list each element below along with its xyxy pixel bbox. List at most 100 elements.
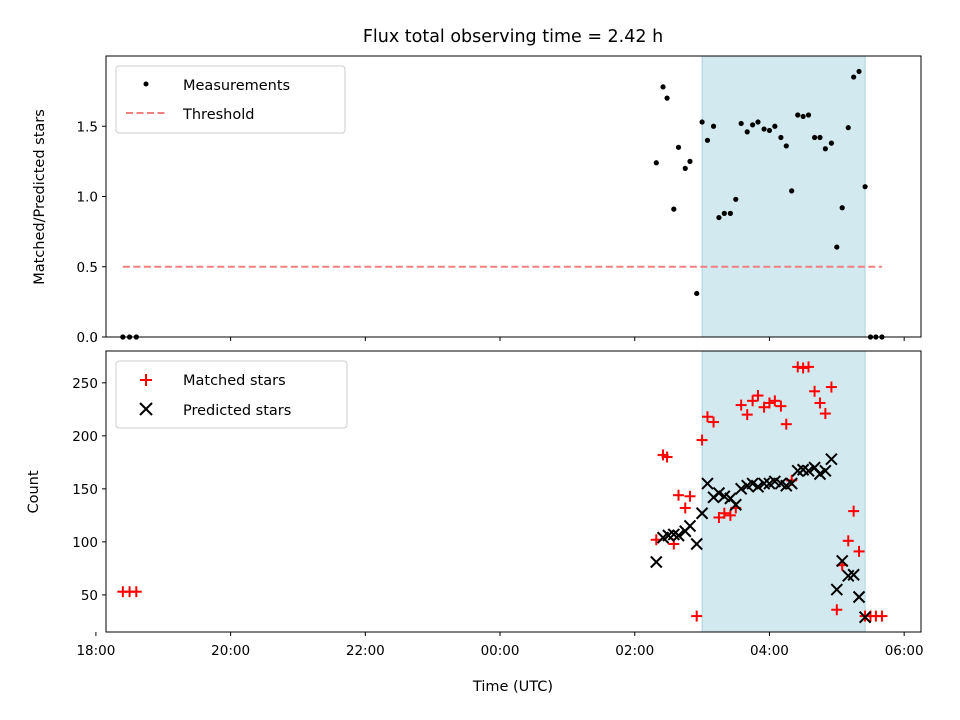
matched-star-point xyxy=(819,408,831,420)
bottom-y-axis-label: Count xyxy=(26,470,42,513)
legend-predicted-label: Predicted stars xyxy=(183,403,291,419)
measurement-point xyxy=(755,119,761,125)
top-x-ticks xyxy=(95,337,905,341)
panel-top: 0.0 0.5 1.0 1.5 Flux total observing time =… xyxy=(32,27,922,346)
x-tick-label: 18:00 xyxy=(76,643,115,659)
measurement-points xyxy=(120,68,885,340)
predicted-star-point xyxy=(683,519,697,533)
matched-star-point xyxy=(848,505,860,517)
matched-star-point xyxy=(763,397,775,409)
top-legend: Measurements Threshold xyxy=(115,65,346,134)
matched-star-point xyxy=(673,489,685,501)
matched-star-point xyxy=(724,509,736,521)
measurement-point xyxy=(664,95,670,101)
bottom-x-ticks: 18:00 20:00 22:00 00:00 02:00 04:00 06:00 xyxy=(76,632,924,659)
matched-star-point xyxy=(130,586,142,598)
predicted-star-point xyxy=(757,477,771,490)
matched-star-point xyxy=(853,545,865,557)
legend-matched-label: Matched stars xyxy=(183,373,286,389)
matched-star-point xyxy=(701,411,713,423)
y-tick-label: 100 xyxy=(72,535,98,551)
y-tick-label: 1.0 xyxy=(77,190,98,206)
chart-title: Flux total observing time = 2.42 h xyxy=(363,27,663,47)
legend-measurements-marker xyxy=(143,81,149,87)
y-tick-label: 50 xyxy=(81,588,98,604)
measurement-point xyxy=(845,125,851,131)
x-tick-label: 04:00 xyxy=(750,643,789,659)
matched-stars-points xyxy=(117,361,888,622)
matched-star-point xyxy=(718,507,730,519)
predicted-star-point xyxy=(819,464,832,478)
predicted-stars-points xyxy=(650,452,872,624)
matched-star-point xyxy=(831,604,843,616)
predicted-star-point xyxy=(830,583,844,596)
predicted-star-point xyxy=(672,529,685,542)
matched-star-point xyxy=(792,361,804,373)
measurement-point xyxy=(744,129,750,135)
y-tick-label: 150 xyxy=(72,482,98,498)
legend-matched-marker xyxy=(140,374,152,386)
matched-star-point xyxy=(747,395,759,407)
predicted-star-point xyxy=(650,555,663,569)
measurement-point xyxy=(738,120,744,127)
matched-star-point xyxy=(780,418,792,430)
matched-star-point xyxy=(708,416,720,428)
measurement-point xyxy=(834,244,840,250)
predicted-star-point xyxy=(852,590,866,604)
measurement-point xyxy=(682,165,688,171)
y-tick-label: 0.0 xyxy=(77,330,98,346)
matched-star-point xyxy=(769,395,781,407)
bottom-y-ticks: 50 100 150 200 250 xyxy=(72,376,106,604)
predicted-star-point xyxy=(785,477,798,490)
measurement-point xyxy=(828,140,835,146)
measurement-point xyxy=(839,205,845,211)
matched-star-point xyxy=(741,409,753,421)
x-tick-label: 02:00 xyxy=(615,643,654,659)
measurement-point xyxy=(822,146,828,152)
measurement-point xyxy=(671,206,677,212)
measurement-point xyxy=(660,84,666,90)
measurement-point xyxy=(750,122,756,128)
matched-star-point xyxy=(797,362,809,374)
predicted-star-point xyxy=(751,480,765,493)
legend-measurements-label: Measurements xyxy=(183,78,290,94)
matched-star-point xyxy=(752,390,764,402)
measurement-point xyxy=(800,113,806,120)
matched-star-point xyxy=(803,361,815,373)
measurement-point xyxy=(811,134,818,141)
x-tick-label: 22:00 xyxy=(346,643,385,659)
y-tick-label: 250 xyxy=(72,376,98,392)
measurement-point xyxy=(856,68,862,75)
matched-star-point xyxy=(691,610,703,622)
y-tick-label: 0.5 xyxy=(77,260,98,276)
measurement-point xyxy=(675,144,682,150)
y-tick-label: 200 xyxy=(72,429,98,445)
x-axis-label: Time (UTC) xyxy=(472,679,553,695)
measurement-point xyxy=(817,134,823,141)
predicted-star-point xyxy=(667,528,681,541)
measurement-point xyxy=(772,123,778,129)
measurement-point xyxy=(721,210,727,216)
legend-threshold-label: Threshold xyxy=(182,107,254,123)
predicted-star-point xyxy=(690,537,703,551)
predicted-star-point xyxy=(701,477,714,490)
legend-predicted-marker xyxy=(139,402,153,416)
bottom-legend: Matched stars Predicted stars xyxy=(115,360,348,429)
measurement-point xyxy=(766,127,773,134)
measurement-point xyxy=(795,112,801,118)
predicted-star-point xyxy=(695,507,709,520)
measurement-point xyxy=(699,119,705,125)
measurement-point xyxy=(716,214,722,221)
top-y-ticks: 0.0 0.5 1.0 1.5 xyxy=(77,119,106,346)
matched-star-point xyxy=(684,490,696,502)
predicted-star-point xyxy=(858,610,872,624)
measurement-point xyxy=(710,123,717,129)
bottom-shaded-region xyxy=(701,350,866,633)
measurement-point xyxy=(704,137,711,143)
measurement-point xyxy=(778,134,784,141)
panel-bottom: 50 100 150 200 250 18:00 20:00 22:00 00:00 02:00… xyxy=(26,350,924,695)
measurement-point xyxy=(733,196,739,202)
measurement-point xyxy=(694,290,700,297)
measurement-point xyxy=(789,188,795,194)
